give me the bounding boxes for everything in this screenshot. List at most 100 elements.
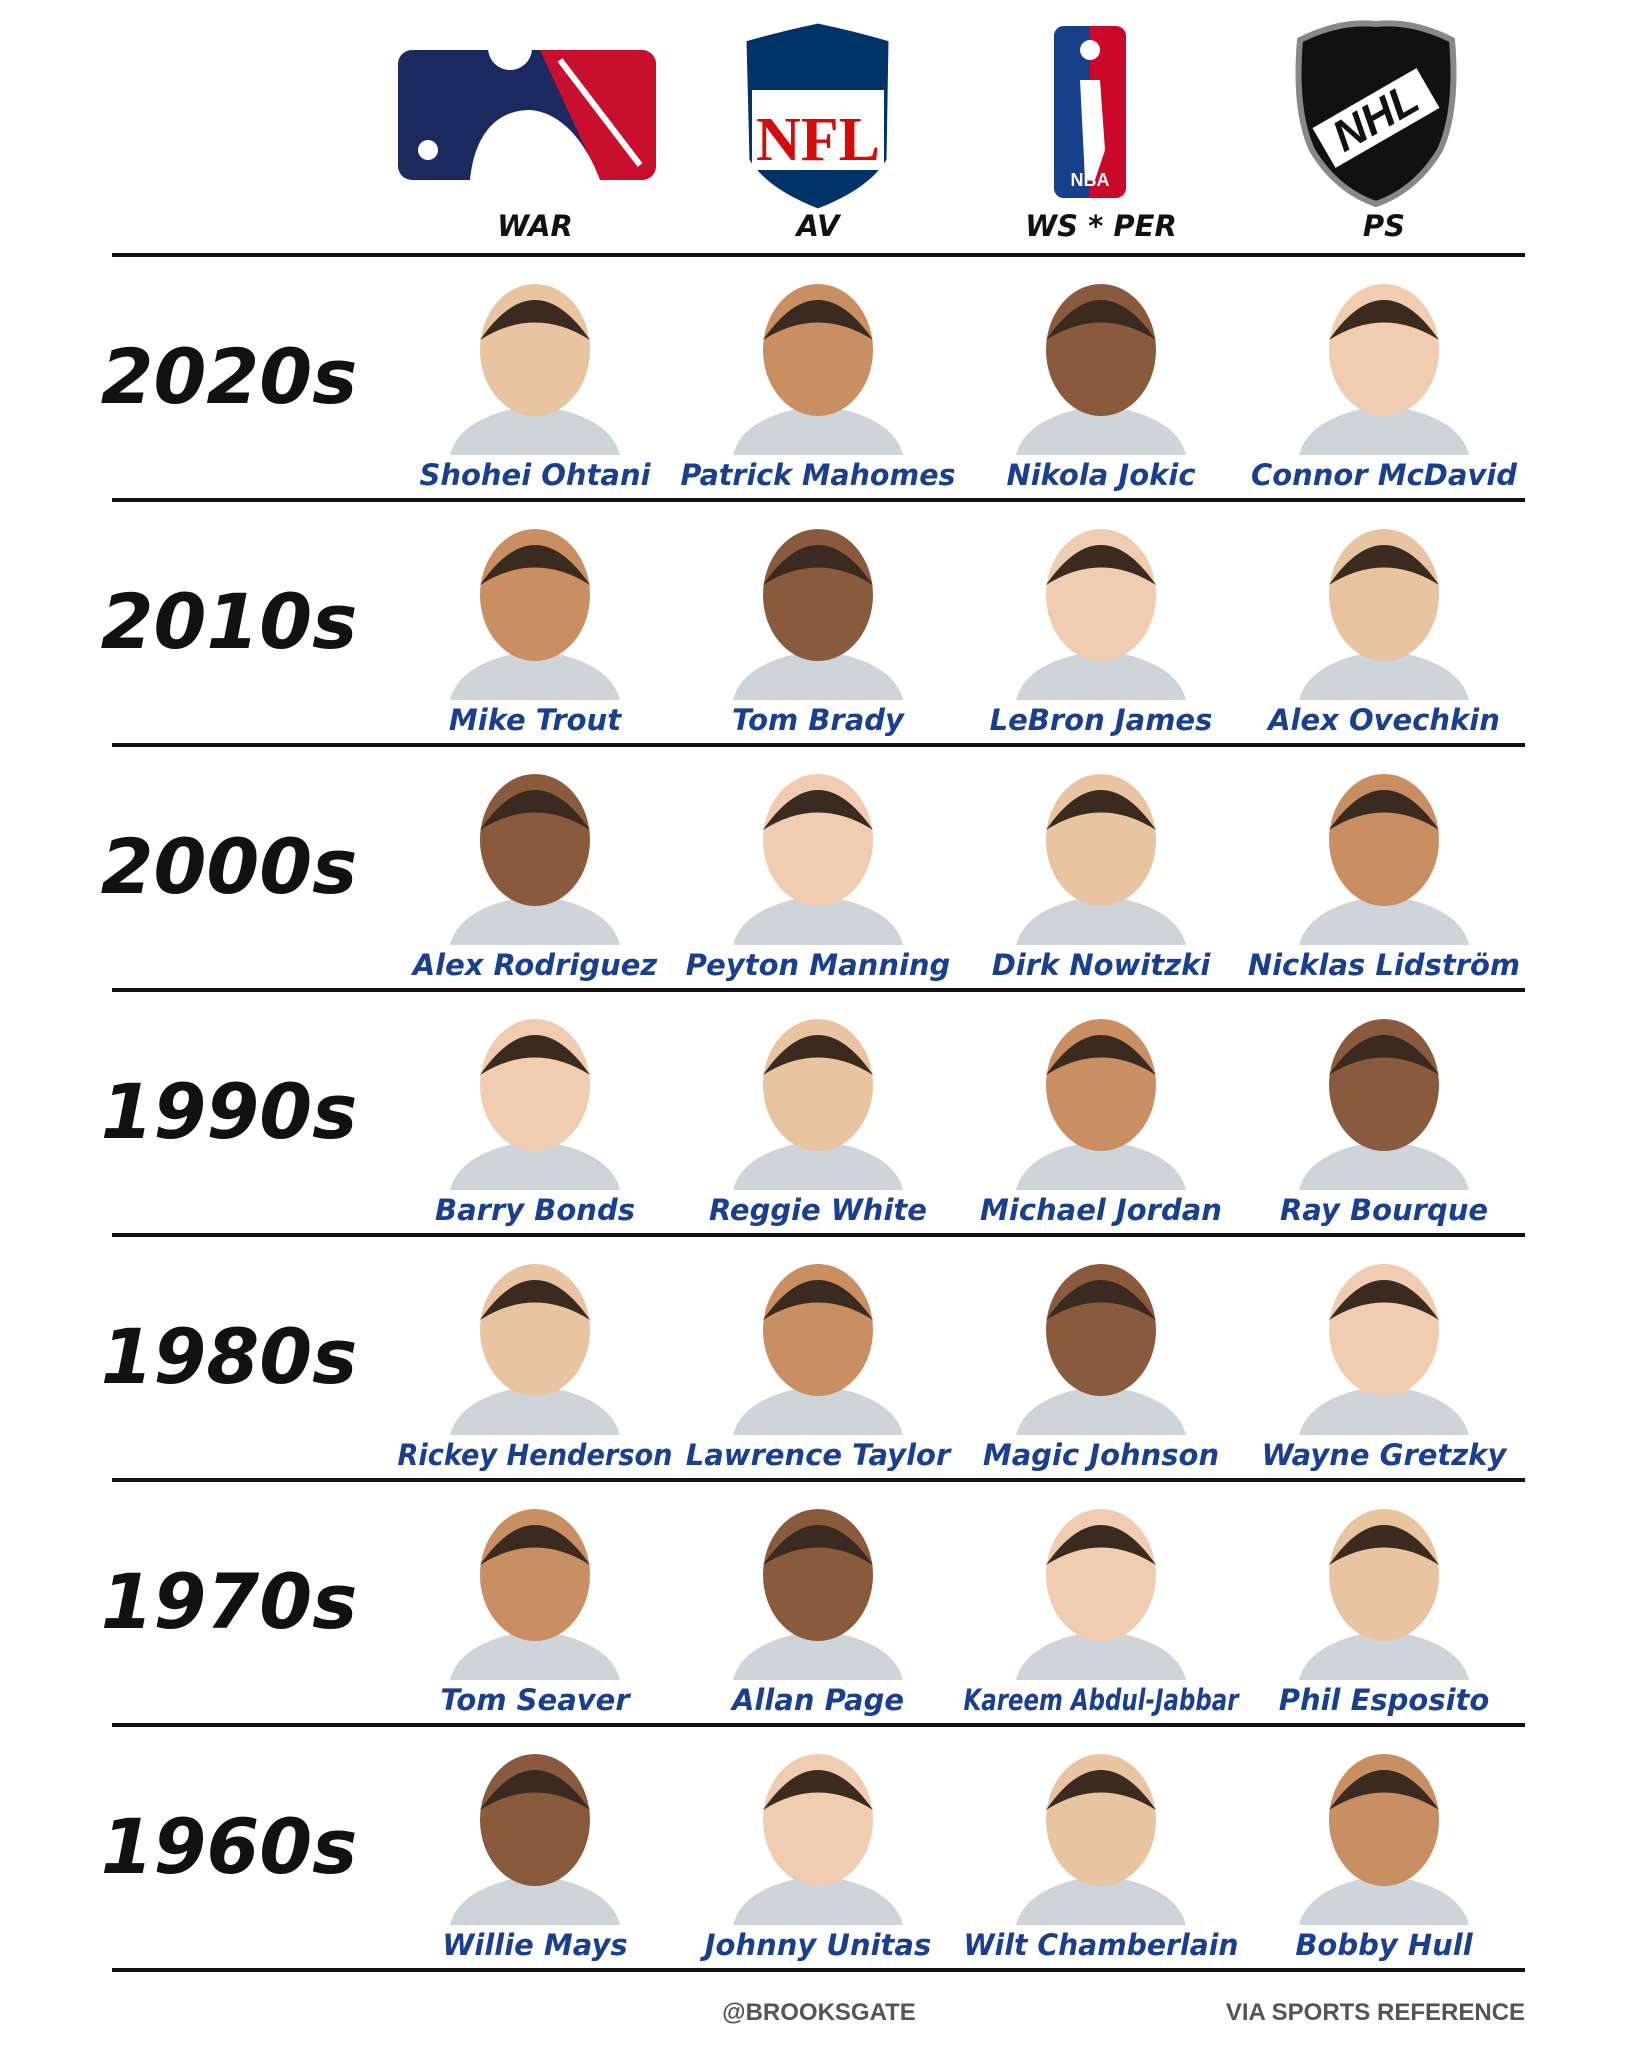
- player-name: Mike Trout: [449, 703, 622, 737]
- player-hair: [763, 1035, 873, 1075]
- credit: @BROOKSGATE: [722, 1999, 916, 2026]
- mlb-logo: [398, 26, 656, 181]
- player-hair: [1329, 790, 1439, 830]
- player-name: Barry Bonds: [435, 1193, 635, 1227]
- player-name: Reggie White: [709, 1193, 927, 1227]
- player-name: Tom Seaver: [440, 1683, 631, 1717]
- player-hair: [1046, 1280, 1156, 1320]
- player-name: Nicklas Lidström: [1248, 948, 1520, 982]
- player-photo: [1016, 1140, 1186, 1190]
- player-photo: [733, 1630, 903, 1680]
- player-hair: [1046, 1525, 1156, 1565]
- player-name: Patrick Mahomes: [681, 458, 956, 492]
- player-hair: [480, 1035, 590, 1075]
- player-photo: [733, 1140, 903, 1190]
- player-photo: [450, 1630, 620, 1680]
- player-hair: [763, 790, 873, 830]
- player-name: LeBron James: [990, 703, 1213, 737]
- player-hair: [763, 1770, 873, 1810]
- player-name: Peyton Manning: [686, 948, 951, 982]
- player-hair: [480, 790, 590, 830]
- player-photo: [450, 1385, 620, 1435]
- player-hair: [763, 1525, 873, 1565]
- player-photo: [1299, 1140, 1469, 1190]
- player-name: Wilt Chamberlain: [964, 1928, 1239, 1962]
- nfl-logo: NFL: [743, 20, 892, 212]
- metric-label: PS: [1363, 209, 1405, 243]
- nhl-logo: NHL: [1295, 20, 1457, 208]
- nfl-logo-text: NFL: [756, 106, 880, 174]
- player-photo: [733, 650, 903, 700]
- player-name: Alex Ovechkin: [1266, 703, 1500, 737]
- player-photo: [733, 1875, 903, 1925]
- player-name: Phil Esposito: [1279, 1683, 1490, 1717]
- player-name: Alex Rodriguez: [411, 948, 658, 982]
- player-photo: [1016, 895, 1186, 945]
- player-photo: [450, 650, 620, 700]
- player-hair: [763, 1280, 873, 1320]
- player-photo: [1016, 650, 1186, 700]
- player-photo: [1299, 1630, 1469, 1680]
- player-photo: [450, 1875, 620, 1925]
- player-hair: [763, 545, 873, 585]
- decade-label: 2010s: [101, 577, 358, 666]
- player-name: Lawrence Taylor: [686, 1438, 952, 1472]
- player-hair: [1046, 1770, 1156, 1810]
- decade-label: 1980s: [101, 1312, 358, 1401]
- player-hair: [1329, 1280, 1439, 1320]
- player-photo: [450, 405, 620, 455]
- player-name: Rickey Henderson: [398, 1438, 673, 1472]
- player-photo: [1299, 1385, 1469, 1435]
- player-name: Dirk Nowitzki: [992, 948, 1212, 982]
- player-name: Connor McDavid: [1251, 458, 1517, 492]
- player-name: Willie Mays: [442, 1928, 627, 1962]
- player-photo: [1016, 1630, 1186, 1680]
- decade-label: 1990s: [101, 1067, 358, 1156]
- player-hair: [480, 545, 590, 585]
- decade-label: 1960s: [101, 1802, 358, 1891]
- player-name: Wayne Gretzky: [1262, 1438, 1508, 1472]
- player-hair: [1046, 545, 1156, 585]
- player-photo: [733, 405, 903, 455]
- player-hair: [1046, 1035, 1156, 1075]
- player-photo: [450, 1140, 620, 1190]
- metric-label: WAR: [497, 209, 573, 243]
- player-hair: [1329, 545, 1439, 585]
- decade-label: 1970s: [101, 1557, 358, 1646]
- player-photo: [733, 1385, 903, 1435]
- player-hair: [480, 1770, 590, 1810]
- player-name: Ray Bourque: [1280, 1193, 1488, 1227]
- player-photo: [1016, 1385, 1186, 1435]
- player-hair: [1329, 1525, 1439, 1565]
- player-photo: [733, 895, 903, 945]
- player-name: Michael Jordan: [980, 1193, 1222, 1227]
- player-hair: [480, 1280, 590, 1320]
- player-name: Bobby Hull: [1295, 1928, 1473, 1962]
- source: VIA SPORTS REFERENCE: [1226, 1999, 1525, 2026]
- player-photo: [450, 895, 620, 945]
- metric-label: WS * PER: [1025, 209, 1177, 243]
- player-hair: [763, 300, 873, 340]
- player-hair: [1046, 300, 1156, 340]
- player-name: Allan Page: [730, 1683, 904, 1717]
- nba-logo: NBA: [1054, 26, 1126, 198]
- nba-logo-text: NBA: [1071, 170, 1110, 190]
- player-name: Magic Johnson: [983, 1438, 1219, 1472]
- player-name: Shohei Ohtani: [419, 458, 651, 492]
- player-name: Nikola Jokic: [1006, 458, 1195, 492]
- player-photo: [1299, 650, 1469, 700]
- player-hair: [480, 1525, 590, 1565]
- player-photo: [1299, 1875, 1469, 1925]
- decade-label: 2000s: [101, 822, 358, 911]
- decade-label: 2020s: [101, 332, 358, 421]
- player-name: Tom Brady: [732, 703, 905, 737]
- player-photo: [1299, 405, 1469, 455]
- player-hair: [1046, 790, 1156, 830]
- player-name: Kareem Abdul-Jabbar: [964, 1683, 1240, 1717]
- player-photo: [1299, 895, 1469, 945]
- player-hair: [480, 300, 590, 340]
- player-name: Johnny Unitas: [700, 1928, 931, 1962]
- player-photo: [1016, 1875, 1186, 1925]
- player-hair: [1329, 1035, 1439, 1075]
